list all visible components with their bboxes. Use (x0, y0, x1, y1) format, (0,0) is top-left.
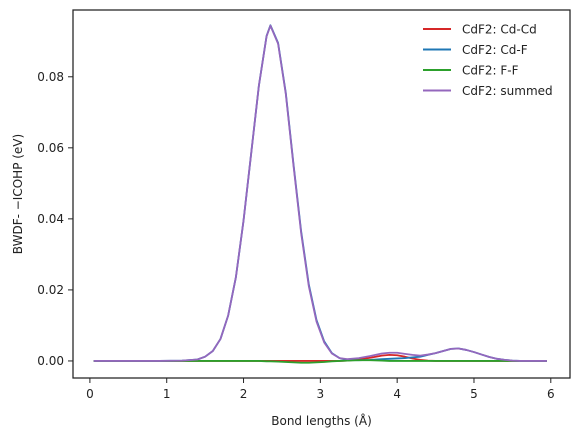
y-tick-label: 0.06 (37, 141, 64, 155)
x-tick-label: 1 (163, 387, 171, 401)
x-tick-label: 0 (86, 387, 94, 401)
plot-frame (72, 9, 571, 379)
x-tick-label: 3 (317, 387, 325, 401)
y-tick-label: 0.04 (37, 212, 64, 226)
x-tick-label: 6 (547, 387, 555, 401)
y-axis-ticks: 0.00 0.02 0.04 0.06 0.08 (37, 70, 73, 368)
x-tick-label: 5 (470, 387, 478, 401)
x-axis-ticks: 0 1 2 3 4 5 6 (86, 378, 555, 401)
y-tick-label: 0.02 (37, 283, 64, 297)
x-tick-label: 2 (240, 387, 248, 401)
legend-label-1: CdF2: Cd-F (462, 43, 528, 57)
y-axis-label: BWDF- −ICOHP (eV) (11, 134, 25, 254)
legend-label-3: CdF2: summed (462, 84, 553, 98)
plot-lines (93, 24, 547, 364)
legend: CdF2: Cd-Cd CdF2: Cd-F CdF2: F-F CdF2: summ… (423, 23, 553, 98)
series-line-3 (93, 24, 547, 362)
y-tick-label: 0.00 (37, 354, 64, 368)
y-tick-label: 0.08 (37, 70, 64, 84)
x-axis-label: Bond lengths (Å) (271, 413, 372, 428)
series-line-2 (93, 359, 547, 364)
legend-label-0: CdF2: Cd-Cd (462, 23, 537, 37)
legend-label-2: CdF2: F-F (462, 64, 519, 78)
x-tick-label: 4 (393, 387, 401, 401)
